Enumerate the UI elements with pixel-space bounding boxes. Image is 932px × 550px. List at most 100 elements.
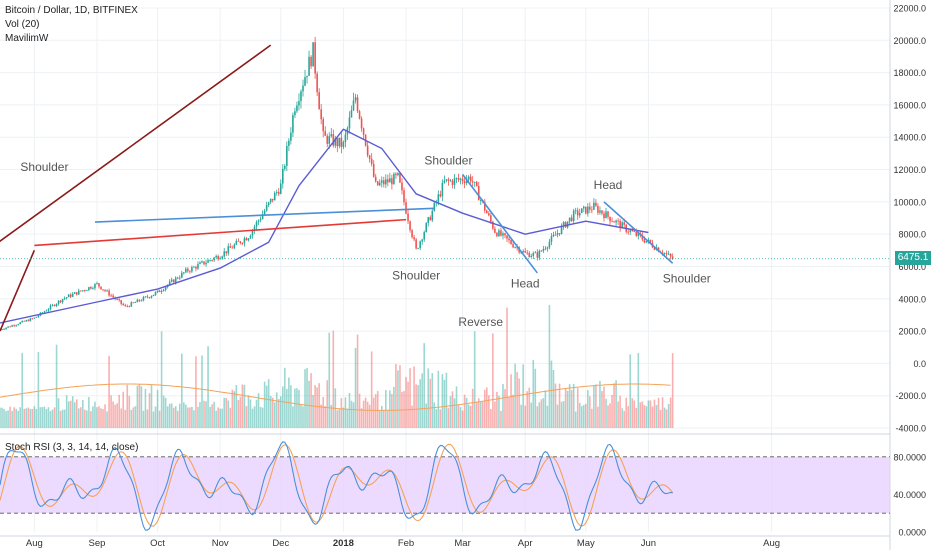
candle-body	[59, 300, 62, 303]
candle-body	[17, 324, 19, 326]
candle-body	[176, 277, 179, 279]
candle-body	[150, 296, 153, 298]
volume-bar	[122, 391, 125, 428]
candle-body	[540, 250, 543, 252]
candle-body	[69, 294, 72, 297]
candle-body	[25, 320, 28, 322]
volume-bar	[587, 390, 589, 428]
candle-body	[389, 178, 391, 183]
rsi-k-line	[0, 441, 673, 531]
volume-bar	[633, 400, 636, 428]
candle-body	[49, 305, 52, 310]
volume-bar	[57, 398, 60, 428]
volume-bar	[282, 386, 284, 428]
candle-body	[494, 228, 496, 233]
candle-body	[73, 292, 76, 294]
candle-body	[124, 305, 127, 306]
candle-body	[263, 210, 266, 215]
volume-bar	[502, 384, 504, 428]
volume-bar	[603, 386, 605, 428]
candle-body	[653, 247, 656, 250]
candle-body	[492, 221, 494, 229]
volume-bar	[463, 394, 466, 428]
volume-bar	[17, 410, 19, 428]
candle-body	[663, 253, 666, 254]
volume-bar	[9, 406, 11, 428]
volume-bar	[213, 401, 215, 428]
pattern-annotation: Shoulder	[20, 160, 68, 174]
volume-bar	[427, 368, 430, 428]
volume-bar	[156, 390, 159, 428]
volume-bar	[364, 397, 367, 428]
volume-bar	[193, 410, 195, 428]
candle-body	[67, 294, 70, 298]
volume-bar	[554, 383, 557, 428]
candle-body	[637, 233, 640, 236]
price-y-tick: 6000.0	[898, 262, 926, 272]
volume-bar	[273, 402, 276, 428]
candle-body	[33, 317, 36, 319]
candle-body	[633, 231, 636, 233]
candle-body	[459, 178, 462, 180]
volume-bar	[568, 384, 571, 428]
volume-bar	[88, 397, 90, 428]
candle-body	[356, 97, 359, 112]
candle-body	[635, 231, 638, 236]
volume-bar	[570, 390, 573, 428]
volume-bar	[255, 399, 258, 428]
candle-body	[215, 256, 217, 258]
candle-body	[405, 202, 407, 214]
pattern-annotation: Head	[594, 178, 623, 192]
volume-bar	[589, 396, 591, 428]
candle-body	[391, 178, 393, 185]
candle-body	[605, 211, 607, 219]
volume-bar	[354, 347, 357, 428]
volume-bar	[154, 406, 157, 428]
volume-bar	[322, 397, 324, 428]
candle-body	[253, 226, 256, 231]
volume-bar	[445, 372, 448, 428]
volume-bar	[425, 403, 428, 428]
volume-bar	[368, 404, 371, 428]
candle-body	[75, 292, 78, 295]
candle-body	[490, 215, 492, 222]
price-y-tick: 8000.0	[898, 230, 926, 240]
pattern-annotation: Shoulder	[663, 272, 711, 286]
candle-body	[562, 222, 565, 227]
volume-bar	[231, 389, 234, 428]
candle-body	[425, 222, 428, 233]
time-x-tick: Oct	[150, 538, 165, 549]
price-y-tick: 12000.0	[893, 165, 926, 175]
rsi-y-tick: 80.0000	[893, 452, 926, 462]
volume-bar	[118, 394, 120, 428]
candle-body	[193, 266, 195, 268]
candle-body	[197, 264, 199, 269]
volume-bar	[82, 399, 84, 428]
volume-bar	[467, 404, 470, 428]
volume-bar	[376, 391, 379, 428]
candle-body	[601, 210, 603, 214]
volume-bar	[320, 404, 322, 428]
candle-body	[500, 230, 502, 236]
candle-body	[469, 176, 472, 182]
volume-bar	[108, 355, 110, 428]
volume-bar	[362, 400, 365, 428]
volume-pane	[0, 305, 674, 428]
candle-body	[241, 243, 244, 244]
volume-bar	[374, 394, 377, 428]
candle-body	[496, 232, 498, 237]
candle-body	[314, 42, 316, 74]
candle-body	[554, 234, 557, 236]
trendline	[603, 201, 674, 264]
rsi-y-tick: 0.0000	[898, 528, 926, 538]
volume-bar	[294, 388, 296, 428]
volume-bar	[492, 333, 494, 428]
candle-body	[277, 191, 280, 194]
candle-body	[623, 222, 625, 225]
candle-body	[23, 320, 26, 322]
volume-bar	[585, 403, 587, 428]
volume-bar	[498, 395, 500, 428]
volume-bar	[300, 404, 302, 428]
candle-body	[118, 299, 120, 301]
